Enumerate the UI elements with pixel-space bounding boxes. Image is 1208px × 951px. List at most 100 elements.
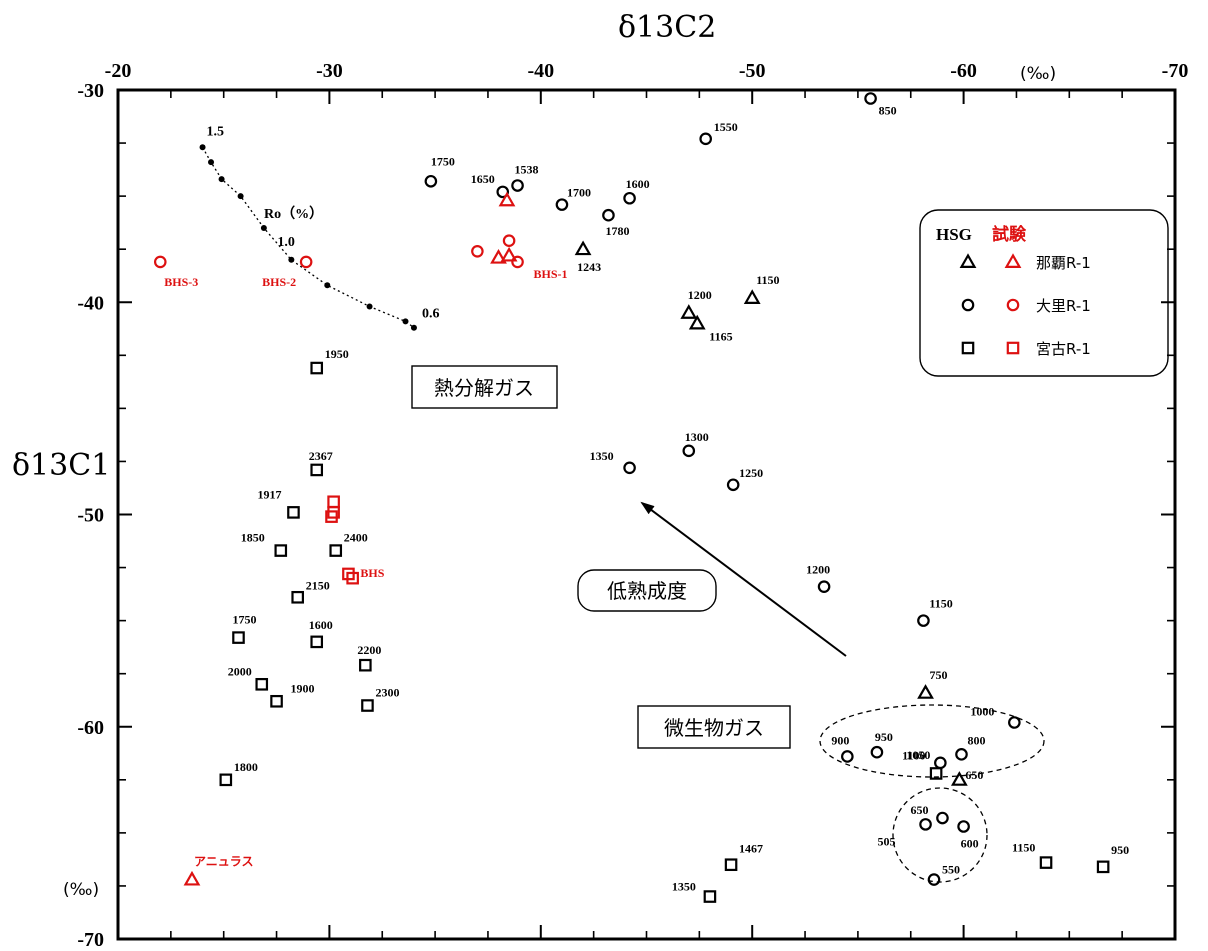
ro-point (288, 256, 295, 263)
y-tick-label: -30 (77, 80, 104, 102)
hsg-circle-marker (917, 614, 930, 627)
point-label: 950 (875, 730, 893, 744)
hsg-circle-marker (555, 198, 569, 211)
hsg-triangle-marker (950, 771, 968, 786)
point-label: 505 (878, 834, 896, 848)
hsg-circle-marker (699, 132, 712, 146)
ro-curve: 1.5 1.0 0.6 Ro（%） (199, 124, 440, 331)
ro-point (260, 224, 267, 231)
test-circle-marker (471, 245, 484, 258)
legend: HSG 試験 那覇R-1 大里R-1 宮古R-1 (919, 209, 1169, 377)
maturity-arrow (640, 501, 847, 657)
hsg-triangle-marker (743, 289, 761, 304)
thermal-gas-label: 熱分解ガス (434, 376, 534, 400)
point-label: 1150 (756, 273, 779, 287)
legend-hsg-triangle-marker (959, 253, 977, 268)
point-label: 1750 (431, 154, 455, 168)
test-circle-marker (153, 255, 167, 269)
y-tick-label: -40 (77, 292, 104, 314)
hsg-circle-marker (870, 745, 884, 759)
microbial-gas-label: 微生物ガス (664, 716, 764, 740)
point-label: 650 (965, 768, 983, 782)
legend-header-test: 試験 (992, 224, 1027, 244)
hsg-square-marker (219, 773, 233, 787)
legend-entry-label: 那覇R-1 (1036, 254, 1091, 272)
test-triangle-marker (500, 246, 518, 262)
ro-point (237, 193, 244, 200)
hsg-square-marker (1096, 860, 1110, 874)
ro-point (402, 318, 409, 325)
test-square-marker (325, 510, 338, 523)
point-label: 1917 (257, 487, 281, 501)
low-maturity-box: 低熟成度 (577, 569, 717, 612)
hsg-square-marker (287, 506, 300, 519)
microbial-gas-box: 微生物ガス (637, 705, 791, 749)
hsg-circle-marker (602, 208, 615, 222)
thermal-gas-box: 熱分解ガス (411, 365, 558, 409)
x-axis-title: δ13C2 (618, 10, 716, 45)
y-tick-label: -70 (77, 929, 104, 951)
hsg-square-marker (1039, 856, 1053, 869)
hsg-triangle-marker (917, 684, 934, 699)
test-triangle-marker (490, 248, 507, 264)
test-triangle-marker (498, 191, 516, 207)
low-maturity-label: 低熟成度 (607, 579, 687, 603)
point-label: 1700 (567, 186, 591, 200)
point-label: 900 (831, 733, 849, 747)
x-tick-label: -60 (950, 60, 977, 82)
point-label: 950 (1111, 843, 1129, 857)
hsg-square-marker (291, 590, 304, 604)
ro-point (324, 282, 331, 289)
point-label: BHS-3 (164, 275, 198, 289)
point-label: BHS-1 (534, 267, 568, 281)
point-label: 2150 (306, 578, 330, 592)
hsg-circle-marker (957, 820, 970, 833)
x-tick-label: -40 (527, 60, 554, 82)
shallow-cluster-outline (892, 787, 988, 883)
hsg-circle-marker (936, 811, 949, 825)
point-label: 1000 (970, 705, 994, 719)
x-tick-label: -20 (105, 60, 132, 82)
point-label: 800 (967, 733, 985, 747)
hsg-square-marker (329, 544, 343, 557)
point-label: 1600 (626, 177, 650, 191)
y-tick-label: -50 (77, 505, 104, 527)
hsg-circle-marker (1008, 716, 1021, 729)
test-circle-marker (299, 255, 313, 269)
hsg-square-marker (724, 858, 738, 872)
hsg-circle-marker (955, 748, 968, 761)
hsg-square-marker (232, 631, 245, 644)
legend-entry-label: 宮古R-1 (1036, 340, 1091, 358)
hsg-circle-marker (511, 179, 524, 192)
legend-test-square-marker (1006, 341, 1020, 355)
point-label: 1050 (906, 748, 930, 762)
point-label: BHS-2 (262, 275, 296, 289)
x-tick-label: -50 (739, 60, 766, 82)
hsg-triangle-marker (574, 240, 592, 256)
legend-entry-label: 大里R-1 (1036, 297, 1091, 315)
hsg-circle-marker (682, 444, 696, 458)
hsg-triangle-marker (688, 314, 706, 330)
ro-point (366, 303, 373, 310)
hsg-triangle-marker (680, 304, 698, 319)
hsg-circle-marker (927, 873, 941, 886)
ro-value-label: 0.6 (422, 307, 440, 322)
point-label: 650 (910, 803, 928, 817)
ro-value-label: 1.0 (277, 235, 295, 250)
ro-point (199, 144, 206, 151)
x-tick-label: -70 (1162, 60, 1189, 82)
hsg-circle-marker (496, 185, 510, 199)
ro-value-label: 1.5 (207, 124, 225, 139)
hsg-circle-marker (424, 174, 438, 188)
point-label: 1538 (515, 163, 539, 177)
x-tick-label: -30 (316, 60, 343, 82)
hsg-circle-marker (726, 478, 740, 492)
point-label: 1200 (806, 563, 830, 577)
point-label: 2200 (357, 643, 381, 657)
data-points: 1243 1200 1165 1150 750 650 850 1550 1750 1650 153… (153, 92, 1129, 903)
hsg-square-marker (270, 694, 283, 708)
point-label: 1250 (739, 466, 763, 480)
hsg-circle-marker (623, 461, 636, 475)
hsg-square-marker (274, 544, 288, 557)
